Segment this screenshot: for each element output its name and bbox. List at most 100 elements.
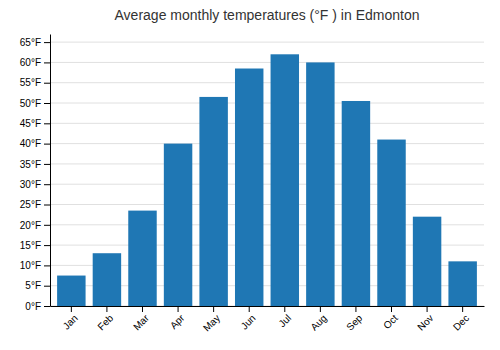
tick-label: Apr: [168, 312, 187, 331]
tick: 25°F: [20, 199, 50, 210]
tick-label: 0°F: [25, 301, 41, 312]
tick-mark: [427, 306, 428, 312]
tick: May: [201, 306, 222, 334]
tick: 15°F: [20, 240, 50, 251]
plot: 0°F 5°F 10°F 15°F 20°F 25°F 30°F 35°F 40°F 45°F 50…: [20, 35, 485, 334]
tick-mark: [249, 306, 250, 312]
bar: [199, 97, 227, 306]
tick-mark: [44, 123, 50, 124]
tick: 65°F: [20, 37, 50, 48]
tick: Oct: [381, 306, 400, 331]
tick-mark: [106, 306, 107, 312]
tick-mark: [44, 83, 50, 84]
chart-container: 0°F 5°F 10°F 15°F 20°F 25°F 30°F 35°F 40°F 45°F 50…: [0, 0, 500, 350]
grid-line: [50, 42, 484, 43]
tick-label: 10°F: [20, 260, 41, 271]
tick-mark: [391, 306, 392, 312]
grid-line: [50, 82, 484, 83]
grid-line: [50, 204, 484, 205]
tick-mark: [44, 245, 50, 246]
grid-line: [50, 103, 484, 104]
tick-mark: [44, 286, 50, 287]
tick-mark: [71, 306, 72, 312]
tick: Aug: [308, 306, 328, 333]
grid-line: [50, 163, 484, 164]
tick-mark: [178, 306, 179, 312]
tick-mark: [142, 306, 143, 312]
tick-label: 5°F: [25, 280, 41, 291]
tick: 35°F: [20, 159, 50, 170]
grid-line: [50, 184, 484, 185]
grid: [50, 42, 484, 306]
tick-label: Sep: [344, 312, 365, 333]
bar: [164, 144, 192, 306]
tick-mark: [284, 306, 285, 312]
bar: [57, 276, 85, 306]
grid-line: [50, 62, 484, 63]
tick: 50°F: [20, 98, 50, 109]
chart: 0°F 5°F 10°F 15°F 20°F 25°F 30°F 35°F 40°F 45°F 50…: [0, 0, 500, 350]
bar: [306, 62, 334, 306]
tick: Jun: [239, 306, 258, 332]
tick-label: Feb: [95, 312, 115, 332]
tick-label: Mar: [131, 312, 151, 332]
axis-line: [50, 35, 51, 307]
tick: 45°F: [20, 118, 50, 129]
grid-line: [50, 123, 484, 124]
tick-mark: [44, 62, 50, 63]
tick-label: 60°F: [20, 57, 41, 68]
tick-label: May: [201, 312, 222, 333]
tick: Apr: [168, 306, 187, 331]
tick: Jul: [276, 306, 293, 329]
tick: 55°F: [20, 77, 50, 88]
tick: 20°F: [20, 220, 50, 231]
bar: [342, 101, 370, 306]
x-axis: Jan Feb Mar Apr May Jun Jul Aug Sep Oct Nov Dec: [51, 306, 485, 334]
tick: Dec: [451, 306, 471, 333]
tick-label: 25°F: [20, 199, 41, 210]
tick-mark: [462, 306, 463, 312]
tick-mark: [213, 306, 214, 312]
tick-mark: [44, 265, 50, 266]
tick-label: 15°F: [20, 240, 41, 251]
tick-label: Aug: [308, 312, 328, 332]
bar: [235, 69, 263, 306]
bar: [413, 217, 441, 306]
tick: Feb: [95, 306, 115, 332]
tick: 0°F: [25, 301, 50, 312]
tick-mark: [44, 144, 50, 145]
tick-mark: [355, 306, 356, 312]
bars: [57, 54, 477, 306]
bar: [377, 140, 405, 306]
tick-label: 35°F: [20, 159, 41, 170]
tick-label: 30°F: [20, 179, 41, 190]
tick: 40°F: [20, 138, 50, 149]
tick-mark: [44, 306, 50, 307]
tick-label: 50°F: [20, 98, 41, 109]
tick-label: 20°F: [20, 220, 41, 231]
tick-label: Jul: [276, 312, 293, 329]
tick: 10°F: [20, 260, 50, 271]
tick-label: Dec: [451, 312, 471, 332]
tick: Sep: [344, 306, 365, 333]
tick-label: Nov: [415, 312, 435, 332]
title: Average monthly temperatures (°F ) in Ed…: [115, 7, 420, 23]
y-axis: 0°F 5°F 10°F 15°F 20°F 25°F 30°F 35°F 40°F 45°F 50…: [20, 35, 51, 312]
tick-label: 55°F: [20, 77, 41, 88]
tick-label: 65°F: [20, 37, 41, 48]
tick-label: Oct: [381, 312, 400, 331]
tick: 30°F: [20, 179, 50, 190]
tick-label: Jan: [61, 312, 80, 331]
axis-line: [51, 306, 485, 307]
tick: 5°F: [25, 280, 50, 291]
tick-mark: [44, 225, 50, 226]
bar: [448, 261, 476, 306]
bar: [128, 211, 156, 306]
tick-mark: [320, 306, 321, 312]
tick-label: 45°F: [20, 118, 41, 129]
tick-mark: [44, 103, 50, 104]
tick-label: 40°F: [20, 138, 41, 149]
grid-line: [50, 143, 484, 144]
tick: Jan: [61, 306, 80, 332]
tick-mark: [44, 164, 50, 165]
